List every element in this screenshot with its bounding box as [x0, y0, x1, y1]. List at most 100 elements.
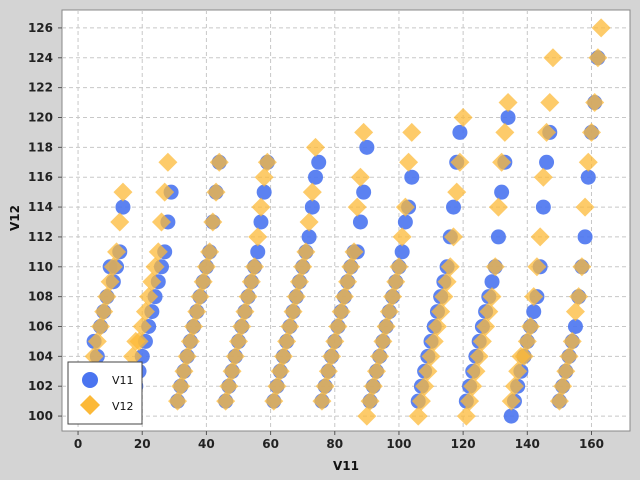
point-v11 [134, 348, 150, 364]
point-v12 [373, 331, 393, 351]
point-v12 [581, 122, 601, 142]
point-v12 [257, 152, 277, 172]
point-v12 [174, 361, 194, 381]
point-v12 [350, 167, 370, 187]
point-v12 [456, 406, 476, 426]
point-v12 [383, 287, 403, 307]
point-v12 [575, 197, 595, 217]
point-v12 [299, 212, 319, 232]
point-v12 [190, 287, 210, 307]
y-tick-label: 100 [28, 409, 53, 423]
axes: 0 20 40 60 80 100 120 140 160 100 102 104 106 108 110 1… [28, 21, 604, 451]
point-v12 [444, 227, 464, 247]
point-v12 [267, 376, 287, 396]
point-v11 [397, 214, 413, 230]
point-v12 [492, 152, 512, 172]
point-v12 [434, 287, 454, 307]
point-v12 [572, 257, 592, 277]
y-tick-label: 112 [28, 230, 53, 244]
point-v12 [219, 376, 239, 396]
point-v12 [270, 361, 290, 381]
point-v12 [155, 182, 175, 202]
point-v12 [591, 18, 611, 38]
y-tick-label: 108 [28, 290, 53, 304]
point-v12 [504, 376, 524, 396]
legend-label-v11: V11 [112, 374, 134, 387]
point-v11 [567, 318, 583, 334]
point-v12 [322, 346, 342, 366]
point-v12 [248, 227, 268, 247]
point-v11 [539, 154, 555, 170]
point-v12 [408, 406, 428, 426]
legend-label-v12: V12 [112, 400, 134, 413]
y-tick-label: 114 [28, 200, 53, 214]
point-v12 [370, 346, 390, 366]
y-tick-label: 126 [28, 21, 53, 35]
point-v12 [129, 331, 149, 351]
point-v12 [331, 302, 351, 322]
point-v12 [559, 346, 579, 366]
point-v11 [250, 244, 266, 260]
point-v12 [171, 376, 191, 396]
point-v12 [469, 346, 489, 366]
point-v12 [453, 107, 473, 127]
point-v12 [228, 331, 248, 351]
point-v12 [360, 391, 380, 411]
point-v12 [585, 93, 605, 113]
point-v12 [123, 346, 143, 366]
point-v11 [311, 154, 327, 170]
point-v11 [394, 244, 410, 260]
point-v11 [359, 139, 375, 155]
point-v12 [379, 302, 399, 322]
point-v12 [569, 287, 589, 307]
point-v12 [565, 302, 585, 322]
point-v12 [537, 122, 557, 142]
point-v12 [450, 152, 470, 172]
point-v12 [94, 302, 114, 322]
point-v12 [328, 316, 348, 336]
point-v12 [135, 302, 155, 322]
point-v12 [312, 391, 332, 411]
y-tick-label: 102 [28, 379, 53, 393]
point-v12 [145, 257, 165, 277]
point-v12 [588, 48, 608, 68]
point-v12 [286, 287, 306, 307]
x-tick-label: 100 [386, 437, 411, 451]
point-v12 [245, 257, 265, 277]
x-tick-label: 0 [74, 437, 82, 451]
point-v11 [356, 184, 372, 200]
point-v12 [158, 152, 178, 172]
point-v12 [357, 406, 377, 426]
point-v12 [84, 346, 104, 366]
point-v12 [399, 152, 419, 172]
legend-marker-v11 [82, 372, 98, 388]
point-v12 [338, 272, 358, 292]
point-v11 [452, 124, 468, 140]
point-v12 [411, 391, 431, 411]
y-tick-label: 116 [28, 170, 53, 184]
point-v12 [222, 361, 242, 381]
point-v12 [273, 346, 293, 366]
point-v12 [376, 316, 396, 336]
point-v12 [498, 93, 518, 113]
point-v12 [514, 346, 534, 366]
x-tick-label: 20 [134, 437, 151, 451]
point-v12 [139, 287, 159, 307]
point-v12 [87, 331, 107, 351]
point-v12 [501, 391, 521, 411]
y-tick-label: 104 [28, 349, 53, 363]
point-v12 [347, 197, 367, 217]
point-v12 [508, 361, 528, 381]
point-v12 [549, 391, 569, 411]
point-v12 [427, 316, 447, 336]
point-v12 [341, 257, 361, 277]
point-v12 [527, 257, 547, 277]
point-v11 [526, 304, 542, 320]
point-v12 [103, 257, 123, 277]
y-tick-label: 124 [28, 51, 53, 65]
point-v12 [447, 182, 467, 202]
point-v12 [315, 376, 335, 396]
point-v12 [225, 346, 245, 366]
point-v12 [521, 316, 541, 336]
point-v12 [466, 361, 486, 381]
